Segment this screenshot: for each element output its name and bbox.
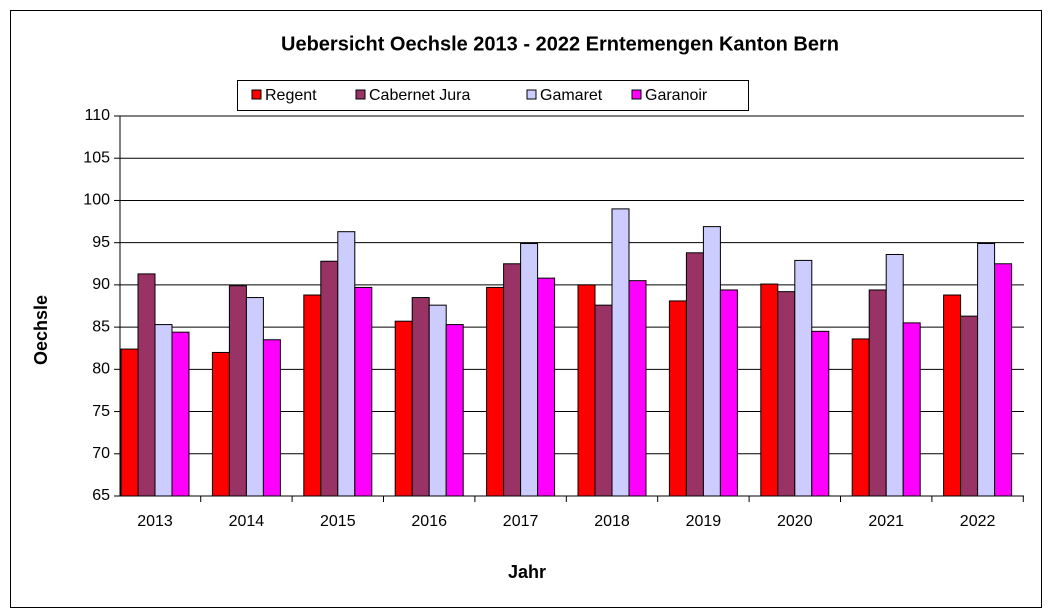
bar bbox=[719, 289, 738, 497]
bar bbox=[794, 259, 813, 497]
legend-swatch bbox=[526, 89, 537, 100]
x-tick-label: 2013 bbox=[137, 513, 173, 530]
x-tick-label: 2020 bbox=[777, 513, 813, 530]
bar bbox=[411, 297, 430, 497]
legend-label: Garanoir bbox=[645, 87, 708, 104]
y-tick-label: 110 bbox=[84, 107, 110, 124]
y-tick-label: 95 bbox=[92, 234, 110, 251]
legend-label: Regent bbox=[265, 87, 317, 104]
y-tick-label: 100 bbox=[83, 192, 110, 209]
bar bbox=[943, 294, 962, 497]
y-tick-label: 90 bbox=[92, 276, 110, 293]
y-tick-label: 80 bbox=[92, 361, 110, 378]
bar bbox=[428, 304, 447, 497]
bar bbox=[868, 289, 887, 497]
bar bbox=[503, 263, 522, 497]
legend-swatch bbox=[355, 89, 366, 100]
legend-swatch bbox=[251, 89, 262, 100]
bar bbox=[154, 324, 173, 497]
bar bbox=[337, 231, 356, 497]
bar bbox=[851, 338, 870, 497]
x-tick-label: 2019 bbox=[686, 513, 722, 530]
bar bbox=[394, 320, 413, 497]
x-tick-label: 2022 bbox=[960, 513, 996, 530]
bar bbox=[811, 330, 830, 497]
bar bbox=[902, 322, 921, 497]
x-tick-label: 2018 bbox=[594, 513, 630, 530]
bar bbox=[668, 300, 687, 497]
bar bbox=[262, 339, 281, 497]
bar bbox=[245, 297, 264, 497]
bar bbox=[977, 243, 996, 497]
x-tick-label: 2016 bbox=[411, 513, 447, 530]
x-tick-label: 2021 bbox=[868, 513, 904, 530]
bar bbox=[211, 351, 230, 497]
bar bbox=[702, 226, 721, 497]
bar bbox=[354, 286, 373, 497]
bar bbox=[120, 348, 139, 497]
bar bbox=[628, 280, 647, 497]
bar bbox=[777, 291, 796, 497]
y-tick-label: 70 bbox=[92, 445, 110, 462]
bar bbox=[486, 286, 505, 497]
legend bbox=[237, 80, 749, 111]
legend-label: Gamaret bbox=[540, 87, 603, 104]
bar bbox=[137, 273, 156, 497]
bar bbox=[594, 304, 613, 497]
x-tick-label: 2015 bbox=[320, 513, 356, 530]
bar bbox=[537, 277, 556, 497]
bar bbox=[960, 315, 979, 497]
bar bbox=[228, 285, 247, 497]
bar bbox=[685, 252, 704, 497]
legend-label: Cabernet Jura bbox=[369, 87, 470, 104]
y-tick-label: 85 bbox=[92, 318, 110, 335]
x-tick-label: 2014 bbox=[229, 513, 265, 530]
bar bbox=[320, 260, 339, 497]
y-tick-label: 75 bbox=[92, 403, 110, 420]
bar bbox=[520, 243, 539, 497]
bar bbox=[885, 253, 904, 497]
bar bbox=[760, 283, 779, 497]
bar bbox=[171, 331, 190, 497]
y-tick-label: 65 bbox=[92, 487, 110, 504]
y-axis-title: Oechsle bbox=[31, 295, 51, 365]
bar bbox=[445, 324, 464, 497]
x-tick-label: 2017 bbox=[503, 513, 539, 530]
bar bbox=[611, 208, 630, 497]
chart-title: Uebersicht Oechsle 2013 - 2022 Erntemeng… bbox=[281, 33, 839, 55]
legend-swatch bbox=[631, 89, 642, 100]
x-axis-title: Jahr bbox=[508, 562, 546, 582]
bar bbox=[577, 284, 596, 497]
bar bbox=[303, 294, 322, 497]
bar bbox=[994, 263, 1013, 497]
y-tick-label: 105 bbox=[83, 149, 110, 166]
